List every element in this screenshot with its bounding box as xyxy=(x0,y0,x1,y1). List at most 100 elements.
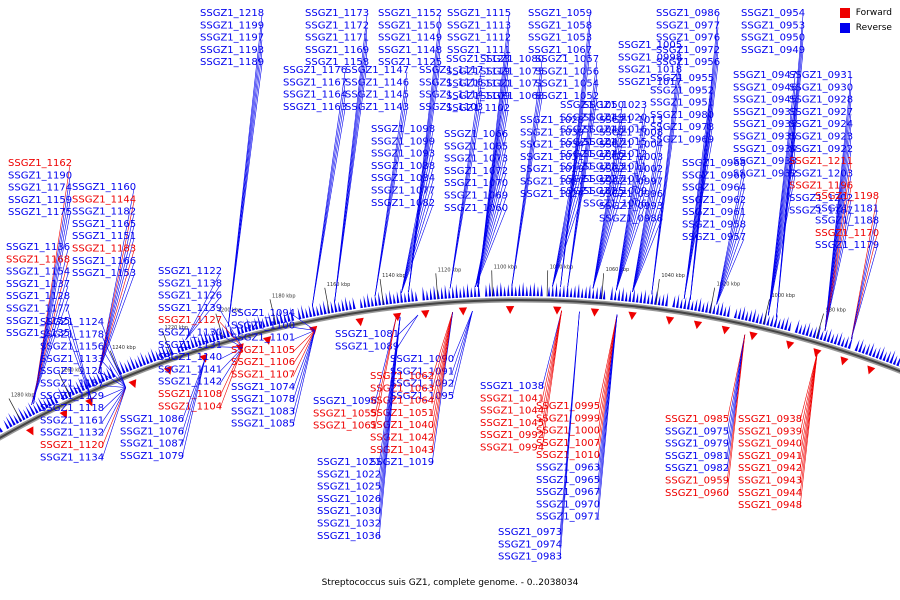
reverse-gene-glyph xyxy=(496,284,499,297)
gene-label: SSGZ1_1058 xyxy=(528,20,592,31)
gene-label: SSGZ1_0969 xyxy=(650,135,714,146)
reverse-gene-glyph xyxy=(833,332,839,345)
reverse-gene-glyph xyxy=(124,362,130,373)
gene-label: SSGZ1_0951 xyxy=(650,98,714,109)
reverse-gene-glyph xyxy=(65,385,72,398)
leader-line xyxy=(31,273,69,405)
forward-gene-glyph xyxy=(458,307,468,316)
forward-gene-glyph xyxy=(199,353,208,363)
leader-line xyxy=(615,143,646,291)
gene-label: SSGZ1_1020 xyxy=(583,112,647,123)
leader-line xyxy=(597,314,618,421)
gene-label: SSGZ1_0965 xyxy=(536,475,600,486)
gene-label: SSGZ1_1171 xyxy=(305,33,369,44)
gene-label: SSGZ1_1139 xyxy=(158,303,222,314)
leader-line xyxy=(374,317,397,404)
reverse-gene-glyph xyxy=(719,301,724,316)
leader-line xyxy=(716,177,745,305)
reverse-gene-glyph xyxy=(540,284,543,297)
leader-line xyxy=(401,143,434,293)
reverse-gene-glyph xyxy=(697,297,702,312)
gene-label: SSGZ1_1011 xyxy=(583,162,647,173)
forward-gene-glyph xyxy=(355,317,364,327)
gene-label: SSGZ1_1042 xyxy=(370,433,434,444)
gene-label: SSGZ1_1059 xyxy=(528,8,592,19)
forward-gene-glyph xyxy=(505,306,515,315)
reverse-gene-glyph xyxy=(758,312,763,325)
leader-line xyxy=(98,274,135,374)
gene-label: SSGZ1_1114 xyxy=(419,90,483,101)
gene-label: SSGZ1_1158 xyxy=(305,57,369,68)
leader-line xyxy=(311,96,346,307)
gene-label: SSGZ1_0981 xyxy=(665,451,729,462)
reverse-gene-glyph xyxy=(3,419,10,430)
forward-gene-glyph xyxy=(263,336,272,345)
legend-reverse-label: Reverse xyxy=(855,23,892,33)
leader-line xyxy=(475,185,507,288)
reverse-gene-glyph xyxy=(858,338,864,353)
gene-label: SSGZ1_1175 xyxy=(8,207,72,218)
leader-line xyxy=(67,322,93,403)
gene-label: SSGZ1_1034 xyxy=(520,140,584,151)
gene-label: SSGZ1_1078 xyxy=(231,394,295,405)
gene-label: SSGZ1_1118 xyxy=(40,403,104,414)
gene-label: SSGZ1_1137 xyxy=(6,279,70,290)
gene-label: SSGZ1_1051 xyxy=(370,408,434,419)
reverse-gene-glyph xyxy=(823,329,828,342)
reverse-gene-glyph xyxy=(140,351,147,366)
forward-gene-glyph xyxy=(867,365,876,375)
reverse-gene-glyph xyxy=(547,286,551,297)
reverse-gene-glyph xyxy=(617,288,620,301)
gene-label: SSGZ1_1144 xyxy=(72,194,136,205)
gene-label: SSGZ1_1055 xyxy=(313,408,377,419)
leader-line xyxy=(632,208,662,293)
gene-label: SSGZ1_1072 xyxy=(444,166,508,177)
reverse-gene-glyph xyxy=(305,307,309,318)
leader-line xyxy=(181,358,206,446)
leader-line xyxy=(632,183,662,293)
reverse-gene-glyph xyxy=(52,394,59,404)
reverse-gene-glyph xyxy=(812,326,817,339)
leader-line xyxy=(33,189,71,404)
gene-label: SSGZ1_1027 xyxy=(520,177,584,188)
leader-line xyxy=(552,171,583,287)
leader-line xyxy=(716,201,745,305)
leader-line xyxy=(632,121,662,293)
reverse-gene-glyph xyxy=(129,355,136,370)
reverse-gene-glyph xyxy=(854,339,860,352)
gene-label: SSGZ1_0982 xyxy=(665,463,729,474)
gene-label: SSGZ1_0936 xyxy=(733,119,797,130)
gene-label: SSGZ1_0977 xyxy=(656,20,720,31)
gene-label: SSGZ1_0968 xyxy=(682,158,746,169)
gene-label: SSGZ1_1074 xyxy=(231,382,295,393)
forward-gene-glyph xyxy=(392,312,402,322)
reverse-gene-glyph xyxy=(119,360,126,374)
leader-line xyxy=(101,387,126,411)
tick-label: 1100 kbp xyxy=(494,264,518,270)
reverse-gene-glyph xyxy=(737,307,742,320)
gene-label: SSGZ1_0928 xyxy=(789,95,853,106)
reverse-gene-glyph xyxy=(562,284,565,297)
leader-line xyxy=(597,314,618,519)
gene-label: SSGZ1_1123 xyxy=(446,54,510,65)
leader-line xyxy=(541,310,562,413)
reverse-gene-glyph xyxy=(144,354,150,365)
reverse-gene-glyph xyxy=(840,336,845,347)
reverse-gene-glyph xyxy=(254,317,259,330)
leader-line xyxy=(851,210,878,339)
leader-line xyxy=(552,195,583,287)
gene-label: SSGZ1_1120 xyxy=(40,440,104,451)
reverse-gene-glyph xyxy=(686,295,691,310)
gene-label: SSGZ1_1049 xyxy=(560,112,624,123)
leader-line xyxy=(615,168,646,291)
leader-line xyxy=(292,330,316,377)
reverse-gene-glyph xyxy=(675,293,680,308)
leader-line xyxy=(851,234,878,339)
gene-label: SSGZ1_1169 xyxy=(305,45,369,56)
gene-label: SSGZ1_1033 xyxy=(560,162,624,173)
reverse-gene-glyph xyxy=(35,400,42,412)
gene-label: SSGZ1_1178 xyxy=(40,329,104,340)
reverse-gene-glyph xyxy=(521,282,525,297)
gene-label: SSGZ1_1023 xyxy=(583,100,647,111)
reverse-gene-glyph xyxy=(798,324,803,335)
